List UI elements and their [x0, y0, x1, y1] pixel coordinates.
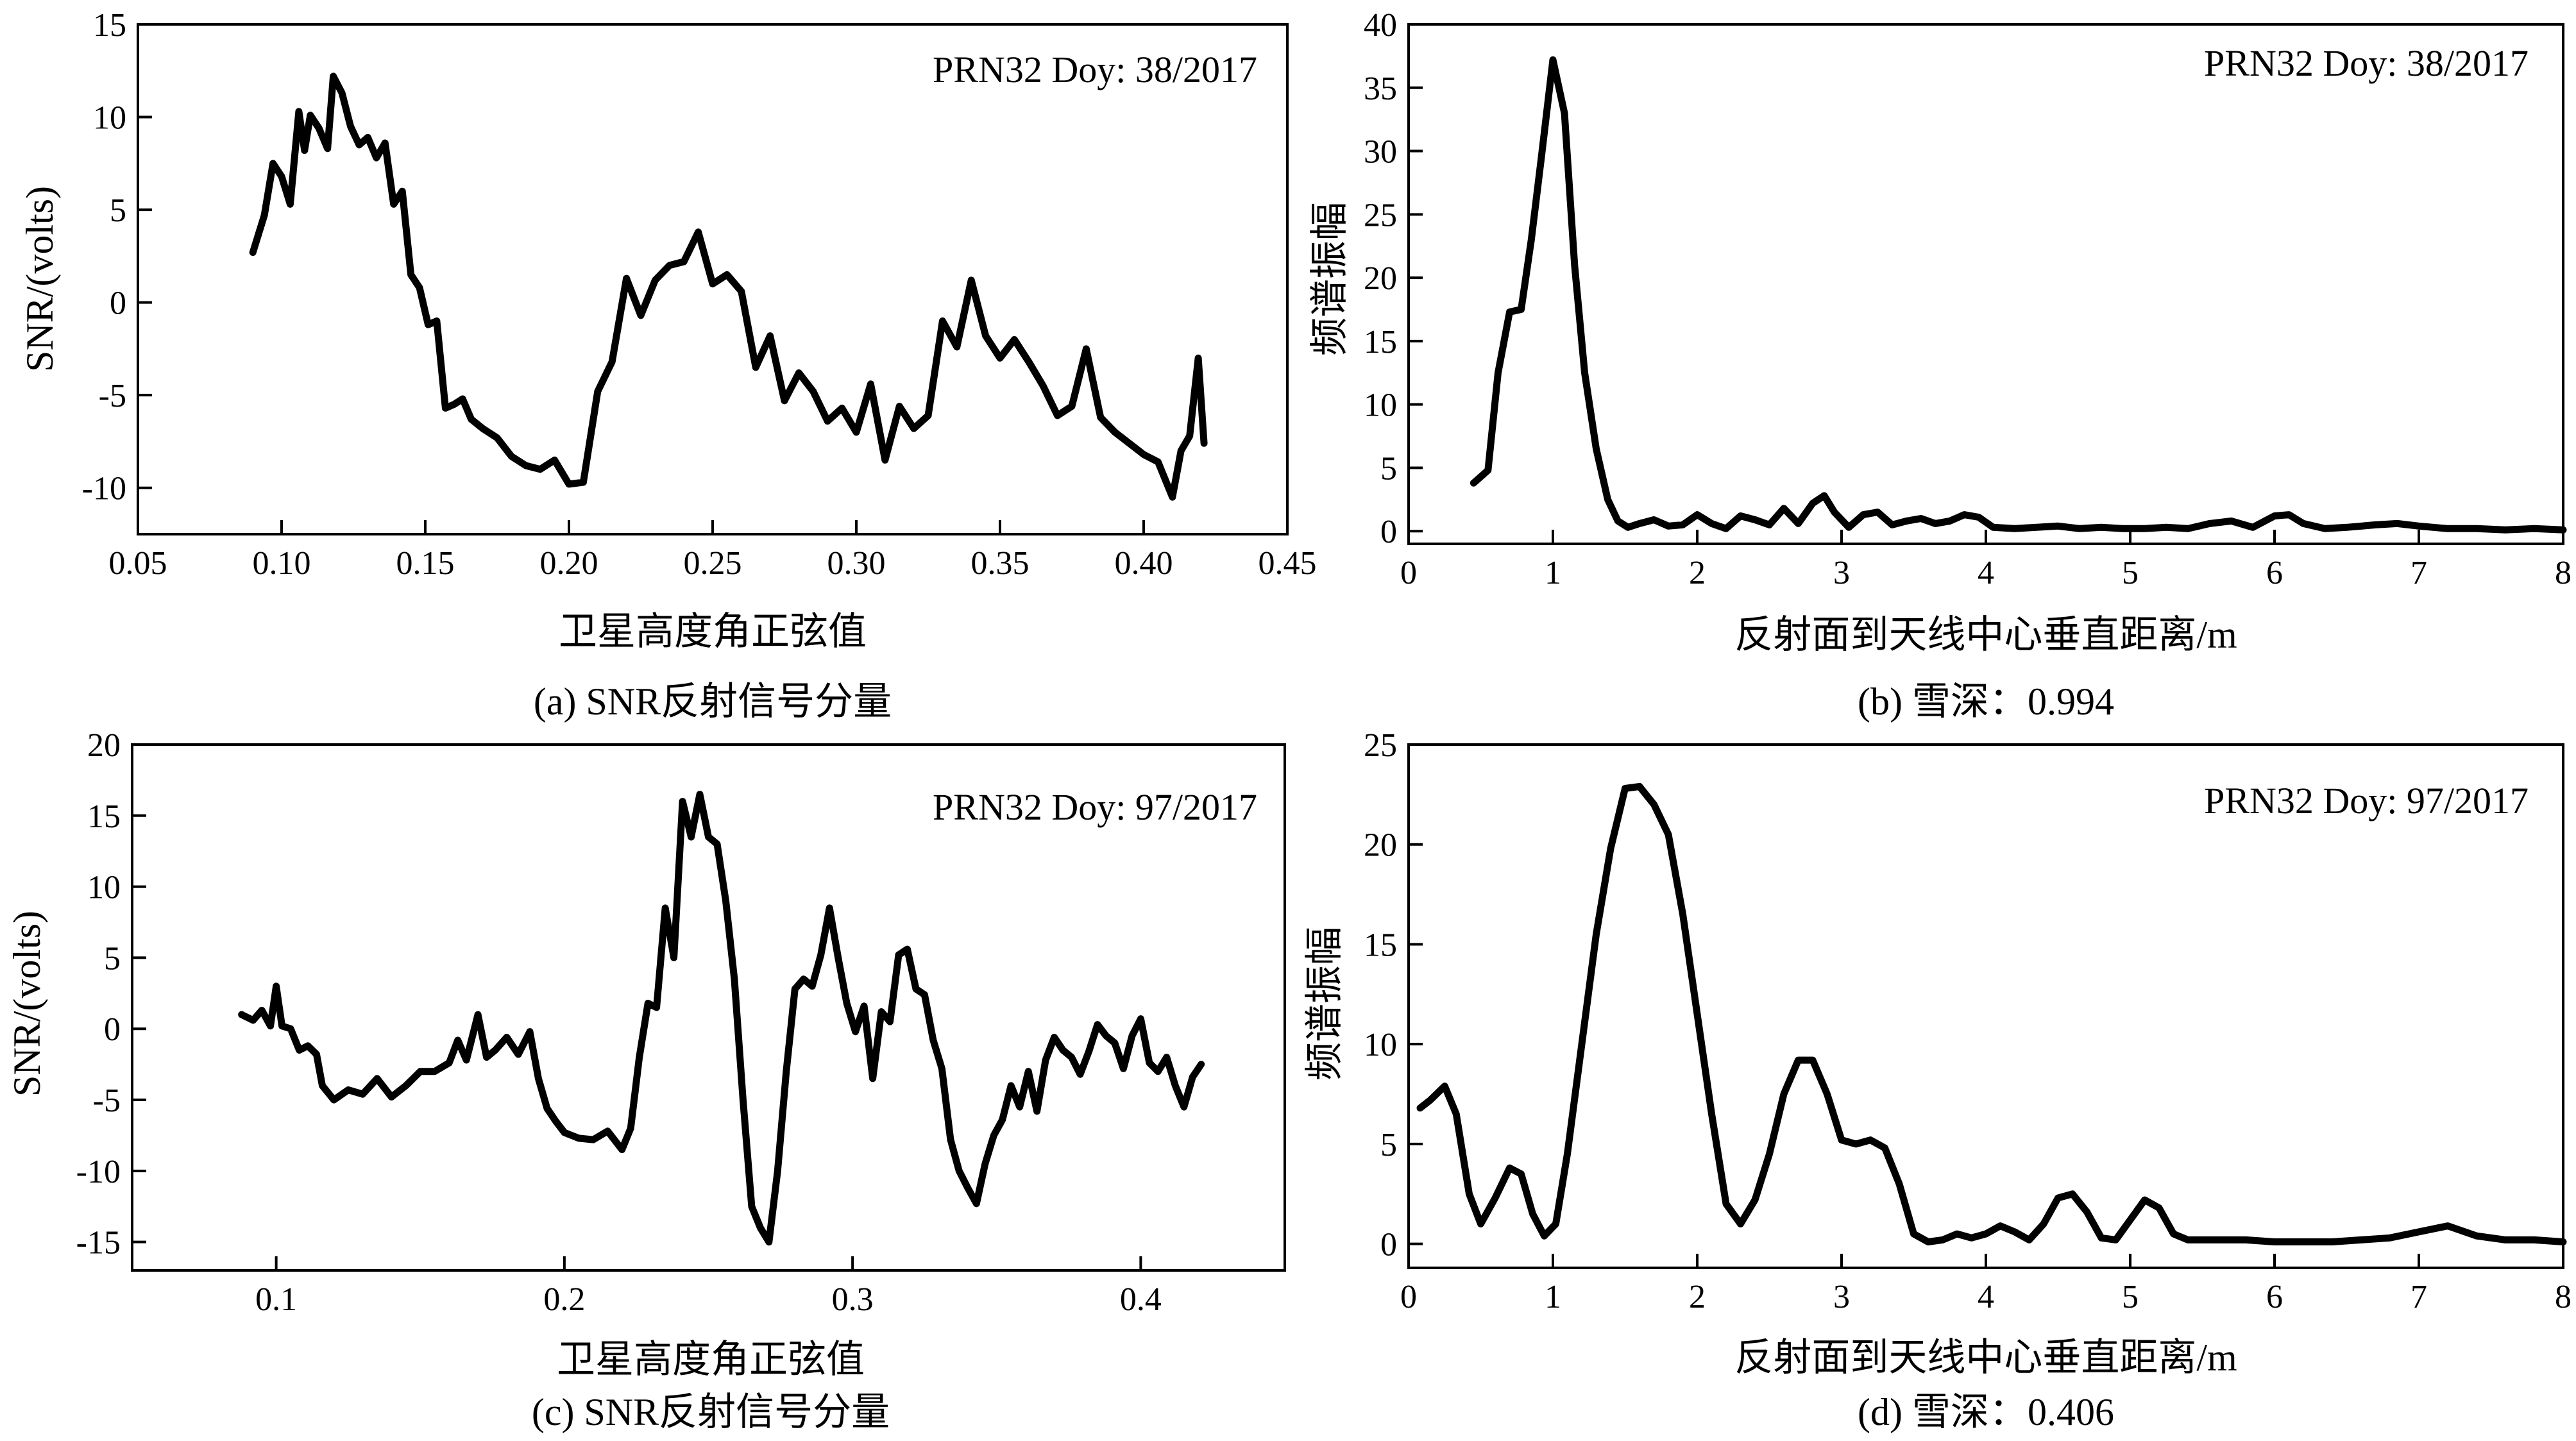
y-tick-label: -5 — [99, 378, 126, 414]
y-tick-label: 15 — [87, 798, 121, 835]
x-axis-label: 卫星高度角正弦值 — [557, 1338, 865, 1381]
caption: (b) 雪深：0.994 — [1858, 680, 2114, 723]
x-tick-label: 0.4 — [1120, 1281, 1162, 1318]
x-tick-label: 0.05 — [109, 545, 167, 582]
tick-labels: 0 1 2 3 4 5 6 7 8 0 5 10 15 20 25 — [1364, 727, 2572, 1315]
y-tick-label: 5 — [110, 192, 126, 229]
x-tick-label: 4 — [1978, 555, 1994, 591]
y-tick-label: 25 — [1364, 727, 1397, 764]
annotation: PRN32 Doy: 38/2017 — [2204, 42, 2529, 84]
y-axis-label: 频谱振幅 — [1303, 927, 1346, 1081]
x-tick-label: 0 — [1400, 555, 1417, 591]
x-tick-label: 1 — [1545, 555, 1561, 591]
x-tick-label: 0.45 — [1258, 545, 1317, 582]
x-tick-label: 0.40 — [1115, 545, 1173, 582]
x-tick-label: 0.20 — [540, 545, 598, 582]
y-tick-label: 15 — [93, 7, 126, 44]
x-tick-label: 5 — [2122, 555, 2139, 591]
y-tick-label: 0 — [104, 1011, 121, 1048]
y-tick-label: 10 — [93, 100, 126, 137]
x-axis-label: 反射面到天线中心垂直距离/m — [1734, 1336, 2237, 1379]
plot-frame — [1407, 743, 2564, 1269]
x-tick-label: 3 — [1833, 555, 1850, 591]
y-tick-label: 5 — [1380, 1127, 1397, 1163]
ticks — [132, 743, 1142, 1270]
caption: (a) SNR反射信号分量 — [534, 680, 892, 723]
panel-c: 0.1 0.2 0.3 0.4 -15 -10 -5 0 5 10 15 20 PRN32 Doy: … — [6, 727, 1286, 1433]
y-tick-label: -15 — [76, 1225, 121, 1261]
tick-labels: 0 1 2 3 4 5 6 7 8 0 5 10 15 20 25 30 35 40 — [1364, 7, 2572, 591]
y-tick-label: 20 — [1364, 827, 1397, 864]
y-tick-label: 5 — [1380, 450, 1397, 487]
y-tick-label: 15 — [1364, 324, 1397, 360]
series-line — [249, 72, 1208, 501]
annotation: PRN32 Doy: 97/2017 — [933, 786, 1257, 828]
ticks — [1407, 743, 2564, 1268]
y-tick-label: 25 — [1364, 197, 1397, 233]
y-tick-label: -10 — [76, 1154, 121, 1190]
y-tick-label: 0 — [1380, 514, 1397, 550]
x-tick-label: 3 — [1833, 1279, 1850, 1315]
y-tick-label: 20 — [1364, 260, 1397, 297]
y-tick-label: 5 — [104, 940, 121, 977]
x-tick-label: 6 — [2266, 1279, 2283, 1315]
series-line — [1470, 56, 2567, 534]
y-tick-label: 10 — [1364, 1027, 1397, 1063]
y-tick-label: -5 — [93, 1083, 121, 1119]
y-axis-label: 频谱振幅 — [1309, 202, 1351, 356]
x-tick-label: 0.2 — [543, 1281, 585, 1318]
x-tick-label: 8 — [2555, 555, 2572, 591]
annotation: PRN32 Doy: 97/2017 — [2204, 780, 2529, 822]
x-tick-label: 0.35 — [971, 545, 1030, 582]
y-tick-label: 20 — [87, 727, 121, 764]
y-tick-label: 35 — [1364, 71, 1397, 107]
y-tick-label: 0 — [1380, 1227, 1397, 1263]
plot-frame — [131, 743, 1286, 1272]
x-axis-label: 反射面到天线中心垂直距离/m — [1734, 614, 2237, 656]
x-tick-label: 7 — [2411, 1279, 2427, 1315]
tick-labels: 0.05 0.10 0.15 0.20 0.25 0.30 0.35 0.40 0.45 -10 -… — [82, 7, 1317, 582]
x-axis-label: 卫星高度角正弦值 — [559, 611, 867, 653]
x-tick-label: 2 — [1689, 1279, 1706, 1315]
series-line — [238, 791, 1205, 1246]
y-tick-label: -10 — [82, 471, 126, 507]
series-line — [1416, 782, 2567, 1245]
caption: (c) SNR反射信号分量 — [532, 1391, 890, 1433]
panel-d: 0 1 2 3 4 5 6 7 8 0 5 10 15 20 25 PRN32 Doy: 97/2017 频… — [1303, 727, 2572, 1433]
x-tick-label: 4 — [1978, 1279, 1994, 1315]
plot-frame — [1407, 23, 2564, 545]
x-tick-label: 0 — [1400, 1279, 1417, 1315]
y-axis-label: SNR/(volts) — [6, 911, 48, 1097]
x-tick-label: 2 — [1689, 555, 1706, 591]
x-tick-label: 0.1 — [255, 1281, 297, 1318]
x-tick-label: 0.25 — [684, 545, 742, 582]
x-tick-label: 7 — [2411, 555, 2427, 591]
x-tick-label: 0.30 — [827, 545, 886, 582]
y-tick-label: 10 — [1364, 387, 1397, 424]
panel-b: 0 1 2 3 4 5 6 7 8 0 5 10 15 20 25 30 35 40 PRN32 Doy: 38/… — [1309, 7, 2572, 723]
x-tick-label: 6 — [2266, 555, 2283, 591]
x-tick-label: 0.10 — [253, 545, 311, 582]
x-tick-label: 0.3 — [832, 1281, 874, 1318]
y-tick-label: 10 — [87, 870, 121, 906]
caption: (d) 雪深：0.406 — [1858, 1391, 2114, 1433]
x-tick-label: 8 — [2555, 1279, 2572, 1315]
y-tick-label: 30 — [1364, 134, 1397, 171]
ticks — [137, 23, 1289, 534]
y-tick-label: 40 — [1364, 7, 1397, 44]
ticks — [1407, 23, 2564, 544]
annotation: PRN32 Doy: 38/2017 — [933, 49, 1257, 90]
x-tick-label: 5 — [2122, 1279, 2139, 1315]
y-tick-label: 15 — [1364, 927, 1397, 963]
y-axis-label: SNR/(volts) — [19, 186, 61, 372]
y-tick-label: 0 — [110, 285, 126, 322]
panel-a: 0.05 0.10 0.15 0.20 0.25 0.30 0.35 0.40 0.45 -10 -… — [19, 7, 1317, 723]
tick-labels: 0.1 0.2 0.3 0.4 -15 -10 -5 0 5 10 15 20 — [76, 727, 1162, 1318]
x-tick-label: 1 — [1545, 1279, 1561, 1315]
x-tick-label: 0.15 — [396, 545, 455, 582]
